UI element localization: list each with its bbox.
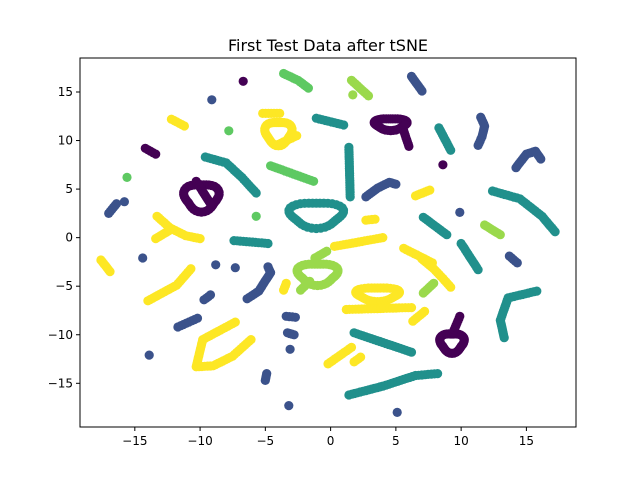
data-point-green (309, 176, 319, 186)
data-point-yellow (425, 185, 435, 195)
plot-frame (79, 57, 577, 428)
data-point-purple (438, 160, 448, 170)
y-tick-label: 15 (58, 85, 73, 99)
data-point-yellow (392, 290, 402, 300)
data-point-teal (532, 286, 542, 296)
data-point-teal (339, 120, 349, 130)
data-point-teal (550, 227, 560, 237)
scatter-points (96, 68, 560, 417)
data-point-indigo (290, 312, 300, 322)
data-point-green (122, 172, 132, 182)
data-point-yellow (346, 342, 357, 352)
data-point-yellow (378, 233, 388, 243)
data-point-teal (473, 265, 483, 275)
data-point-green (303, 83, 313, 93)
data-point-indigo (512, 258, 522, 268)
data-point-indigo (473, 140, 483, 150)
data-point-lime (348, 90, 358, 100)
data-point-indigo (119, 197, 129, 207)
data-point-yellow (179, 121, 189, 131)
x-tick-label: 0 (327, 434, 335, 448)
y-axis: −15 −10 −5 0 5 10 15 (48, 85, 80, 390)
chart-title: First Test Data after tSNE (228, 36, 428, 55)
data-point-indigo (391, 179, 401, 189)
y-tick-label: −5 (55, 279, 73, 293)
data-point-yellow (186, 264, 196, 274)
data-point-purple (404, 141, 414, 151)
x-tick-label: 10 (453, 434, 468, 448)
y-tick-label: −10 (48, 328, 73, 342)
data-point-indigo (263, 262, 273, 272)
x-axis: −15 −10 −5 0 5 10 15 (122, 427, 534, 448)
y-tick-label: 5 (65, 182, 73, 196)
y-tick-label: −15 (48, 376, 73, 390)
x-tick-label: 15 (519, 434, 534, 448)
x-tick-label: −5 (256, 434, 274, 448)
data-point-indigo (207, 95, 217, 105)
data-point-indigo (230, 263, 240, 273)
x-tick-label: −15 (122, 434, 147, 448)
y-tick-label: 0 (65, 231, 73, 245)
data-point-teal (406, 347, 417, 357)
data-point-indigo (111, 199, 122, 209)
data-point-yellow (195, 234, 205, 244)
data-point-indigo (262, 369, 272, 379)
data-point-lime (363, 91, 374, 101)
data-point-lime (418, 288, 428, 298)
data-point-purple (151, 149, 161, 159)
data-point-teal (442, 230, 452, 240)
data-point-lime (331, 270, 341, 280)
data-point-green (224, 126, 234, 136)
data-point-yellow (275, 108, 285, 118)
x-tick-label: 5 (392, 434, 400, 448)
data-point-teal (336, 211, 346, 221)
data-point-indigo (455, 207, 465, 217)
data-point-teal (433, 369, 443, 379)
data-point-lime (495, 230, 505, 240)
data-point-yellow (246, 335, 256, 345)
data-point-indigo (192, 313, 203, 323)
data-point-indigo (536, 154, 546, 164)
data-point-yellow (164, 226, 174, 236)
x-tick-label: −10 (187, 434, 212, 448)
data-point-yellow (281, 278, 291, 288)
data-point-indigo (211, 260, 221, 270)
data-point-yellow (406, 303, 417, 313)
data-point-indigo (138, 253, 148, 263)
data-point-yellow (105, 267, 115, 277)
data-point-purple (238, 76, 248, 86)
data-point-yellow (370, 214, 380, 224)
data-point-green (251, 211, 261, 221)
data-point-teal (446, 145, 456, 155)
data-point-yellow (420, 306, 430, 316)
data-point-indigo (392, 407, 402, 417)
data-point-yellow (292, 131, 302, 141)
data-point-indigo (284, 401, 294, 411)
data-point-indigo (289, 330, 299, 340)
data-point-lime (310, 253, 320, 263)
data-point-indigo (285, 344, 295, 354)
data-point-teal (263, 238, 273, 249)
data-point-purple (458, 339, 468, 349)
data-point-purple (455, 311, 465, 321)
data-point-indigo (144, 350, 154, 360)
data-point-lime (305, 276, 315, 286)
data-point-teal (345, 192, 355, 202)
data-point-teal (251, 188, 261, 198)
y-tick-label: 10 (58, 134, 73, 148)
data-point-indigo (205, 290, 216, 300)
data-point-purple (212, 194, 222, 204)
data-point-purple (205, 199, 216, 209)
data-point-yellow (446, 282, 456, 292)
data-point-yellow (356, 352, 366, 362)
data-point-indigo (417, 86, 427, 96)
